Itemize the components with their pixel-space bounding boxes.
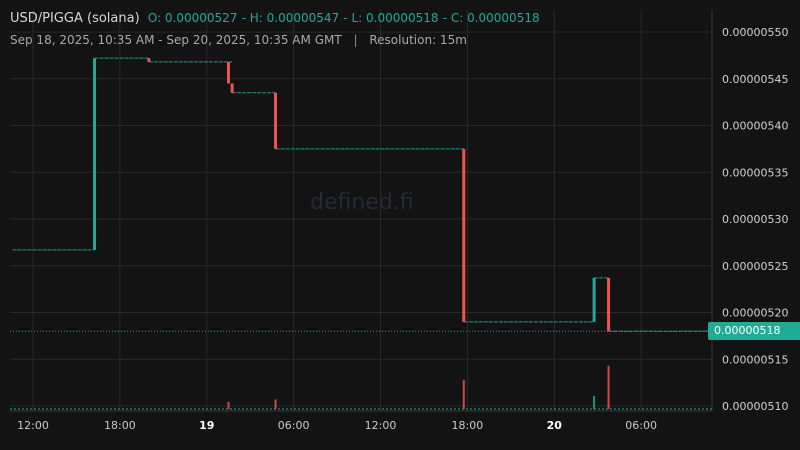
pair-name: USD/PIGGA (solana) bbox=[10, 11, 140, 26]
x-tick-label: 12:00 bbox=[17, 419, 49, 432]
candle bbox=[592, 277, 596, 322]
ohlc-high: H: 0.00000547 bbox=[249, 11, 340, 25]
candle bbox=[226, 61, 230, 84]
ohlc-low: L: 0.00000518 bbox=[351, 11, 439, 25]
candle bbox=[230, 83, 234, 93]
last-price-badge: 0.00000518 bbox=[708, 322, 800, 341]
y-tick-label: 0.00000535 bbox=[722, 166, 788, 179]
ohlc-open: O: 0.00000527 bbox=[147, 11, 238, 25]
y-tick-label: 0.00000550 bbox=[722, 26, 788, 39]
chart-axes bbox=[10, 10, 713, 412]
y-tick-label: 0.00000530 bbox=[722, 213, 788, 226]
chart-grid bbox=[10, 10, 712, 411]
candle bbox=[462, 148, 466, 322]
y-tick-label: 0.00000545 bbox=[722, 73, 788, 86]
volume-bars bbox=[10, 365, 712, 410]
y-tick-label: 0.00000540 bbox=[722, 120, 788, 133]
volume-bar bbox=[593, 395, 596, 409]
candle bbox=[147, 58, 151, 62]
x-tick-label: 06:00 bbox=[278, 419, 310, 432]
separator: | bbox=[353, 33, 358, 47]
y-tick-label: 0.00000520 bbox=[722, 307, 788, 320]
x-tick-label: 06:00 bbox=[625, 419, 657, 432]
ohlc-close: C: 0.00000518 bbox=[450, 11, 540, 25]
price-series bbox=[10, 57, 712, 332]
x-tick-label: 20 bbox=[547, 419, 563, 432]
y-tick-label: 0.00000515 bbox=[722, 353, 788, 366]
y-tick-label: 0.00000525 bbox=[722, 260, 788, 273]
chart-legend: USD/PIGGA (solana) O: 0.00000527 - H: 0.… bbox=[10, 11, 540, 26]
x-tick-label: 18:00 bbox=[104, 419, 136, 432]
chart-subtitle: Sep 18, 2025, 10:35 AM - Sep 20, 2025, 1… bbox=[10, 33, 467, 47]
resolution-label: Resolution: 15m bbox=[369, 33, 467, 47]
date-range: Sep 18, 2025, 10:35 AM - Sep 20, 2025, 1… bbox=[10, 33, 342, 47]
axis-tick-labels: 0.00000550 0.00000545 0.00000540 0.00000535… bbox=[17, 26, 788, 432]
candle bbox=[274, 92, 278, 149]
volume-bar bbox=[462, 380, 465, 409]
watermark-logo: defined.fi bbox=[310, 190, 414, 215]
candle bbox=[607, 277, 611, 332]
x-tick-label: 18:00 bbox=[452, 419, 484, 432]
x-tick-label: 12:00 bbox=[365, 419, 397, 432]
candle bbox=[93, 58, 97, 250]
y-tick-label: 0.00000510 bbox=[722, 400, 788, 413]
volume-bar bbox=[607, 365, 610, 409]
x-tick-label: 19 bbox=[199, 419, 214, 432]
volume-bar bbox=[227, 401, 230, 409]
volume-bar bbox=[274, 399, 277, 409]
